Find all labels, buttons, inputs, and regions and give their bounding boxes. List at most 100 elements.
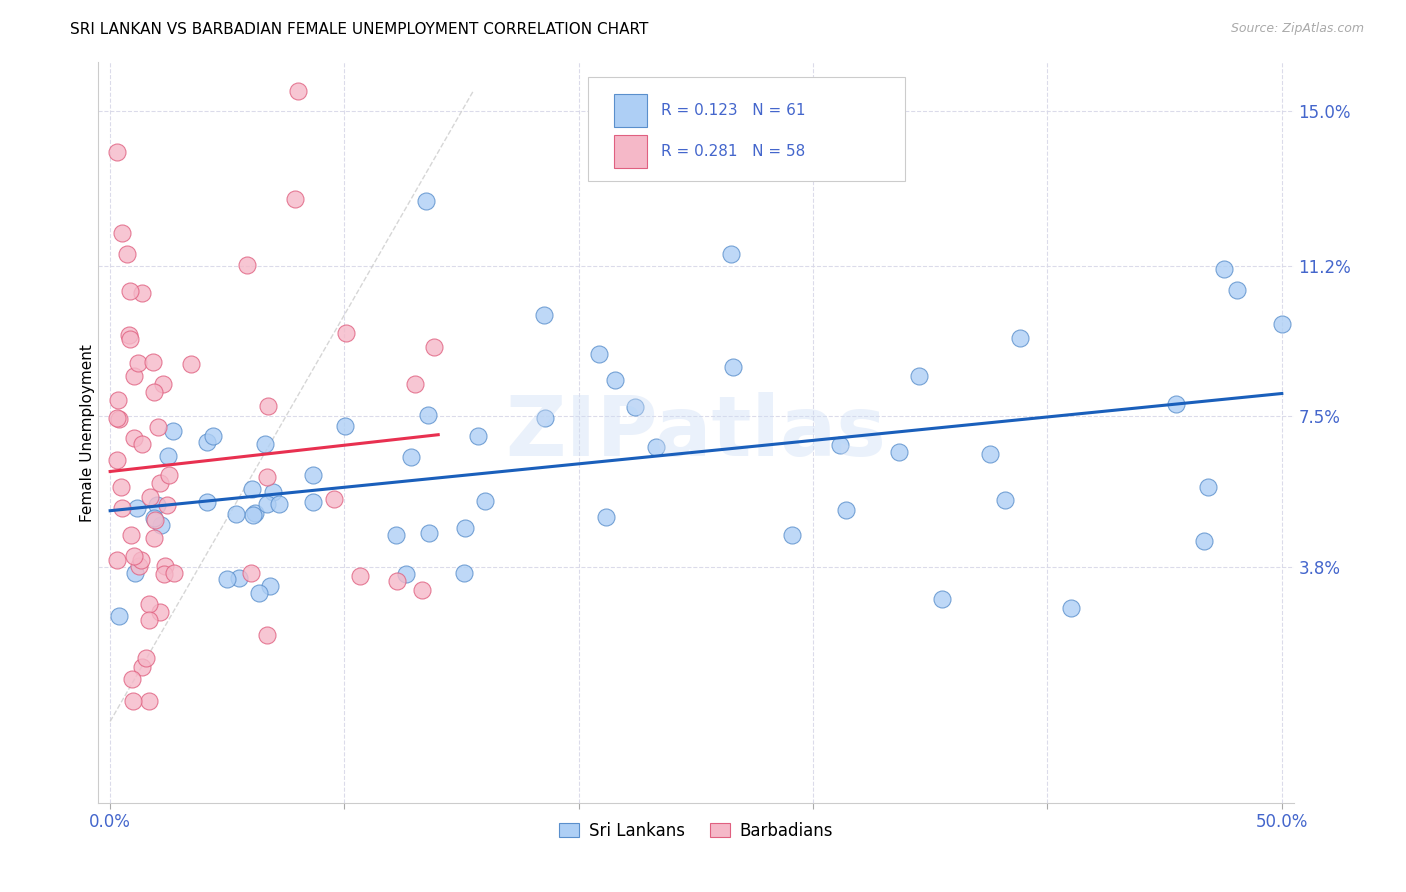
- Point: [1197, 479, 1219, 493]
- Legend: Sri Lankans, Barbadians: Sri Lankans, Barbadians: [553, 815, 839, 847]
- Point: [118, 328, 141, 343]
- Point: [1060, 600, 1083, 615]
- Point: [828, 437, 851, 451]
- Point: [120, 284, 142, 298]
- Point: [128, 559, 150, 574]
- Point: [138, 598, 160, 612]
- Point: [453, 521, 475, 535]
- Point: [127, 356, 149, 370]
- Point: [418, 526, 440, 541]
- Point: [907, 368, 929, 383]
- Point: [105, 145, 128, 159]
- Point: [105, 553, 128, 567]
- Point: [595, 509, 617, 524]
- Point: [253, 436, 276, 450]
- Point: [256, 627, 278, 641]
- Point: [122, 368, 145, 383]
- Point: [163, 566, 186, 580]
- Point: [120, 528, 142, 542]
- Point: [225, 507, 247, 521]
- Point: [162, 424, 184, 438]
- Point: [153, 558, 176, 573]
- Point: [349, 569, 371, 583]
- Point: [142, 511, 165, 525]
- Point: [121, 672, 143, 686]
- Point: [201, 429, 224, 443]
- Point: [215, 573, 238, 587]
- Point: [418, 409, 440, 423]
- Point: [333, 418, 356, 433]
- Point: [474, 494, 496, 508]
- Point: [323, 492, 346, 507]
- Point: [262, 485, 284, 500]
- Point: [148, 420, 170, 434]
- Point: [138, 490, 160, 504]
- Point: [588, 347, 610, 361]
- Point: [243, 506, 266, 520]
- Point: [135, 651, 157, 665]
- Point: [994, 492, 1017, 507]
- Point: [605, 373, 627, 387]
- Point: [302, 467, 325, 482]
- Point: [240, 483, 263, 497]
- Point: [723, 359, 745, 374]
- Point: [124, 431, 146, 445]
- Point: [889, 445, 911, 459]
- Point: [197, 495, 219, 509]
- Point: [125, 500, 148, 515]
- Point: [143, 513, 166, 527]
- Point: [131, 285, 153, 300]
- Point: [138, 694, 160, 708]
- Point: [228, 571, 250, 585]
- Point: [118, 333, 141, 347]
- Point: [111, 227, 134, 241]
- Point: [1008, 331, 1031, 345]
- Point: [150, 517, 173, 532]
- Point: [423, 339, 446, 353]
- Point: [404, 377, 426, 392]
- Text: ZIPatlas: ZIPatlas: [506, 392, 886, 473]
- Point: [180, 357, 202, 371]
- Point: [1192, 533, 1215, 548]
- Point: [395, 566, 418, 581]
- Point: [157, 467, 180, 482]
- Point: [129, 552, 152, 566]
- Point: [269, 497, 291, 511]
- Point: [146, 498, 169, 512]
- Point: [287, 84, 309, 98]
- Point: [131, 437, 153, 451]
- Point: [122, 549, 145, 563]
- Point: [533, 308, 555, 322]
- Point: [143, 531, 166, 545]
- Point: [1166, 397, 1188, 411]
- Point: [415, 194, 437, 208]
- Point: [931, 592, 953, 607]
- Point: [107, 608, 129, 623]
- Point: [780, 527, 803, 541]
- Point: [149, 605, 172, 619]
- Point: [453, 566, 475, 580]
- Point: [387, 574, 409, 589]
- Point: [142, 355, 165, 369]
- Point: [399, 450, 422, 464]
- Point: [533, 411, 555, 425]
- Point: [256, 469, 278, 483]
- Point: [335, 326, 357, 340]
- Text: SRI LANKAN VS BARBADIAN FEMALE UNEMPLOYMENT CORRELATION CHART: SRI LANKAN VS BARBADIAN FEMALE UNEMPLOYM…: [70, 22, 648, 37]
- Text: R = 0.281   N = 58: R = 0.281 N = 58: [661, 144, 806, 159]
- Point: [195, 435, 218, 450]
- Point: [115, 246, 138, 260]
- Point: [1271, 317, 1294, 331]
- Point: [108, 412, 131, 426]
- FancyBboxPatch shape: [613, 135, 647, 168]
- Point: [107, 393, 129, 408]
- Y-axis label: Female Unemployment: Female Unemployment: [80, 343, 94, 522]
- Point: [644, 440, 666, 454]
- Text: Source: ZipAtlas.com: Source: ZipAtlas.com: [1230, 22, 1364, 36]
- Point: [152, 376, 174, 391]
- Point: [411, 582, 433, 597]
- Point: [149, 476, 172, 491]
- Point: [1226, 283, 1249, 297]
- Point: [131, 660, 153, 674]
- Point: [157, 450, 180, 464]
